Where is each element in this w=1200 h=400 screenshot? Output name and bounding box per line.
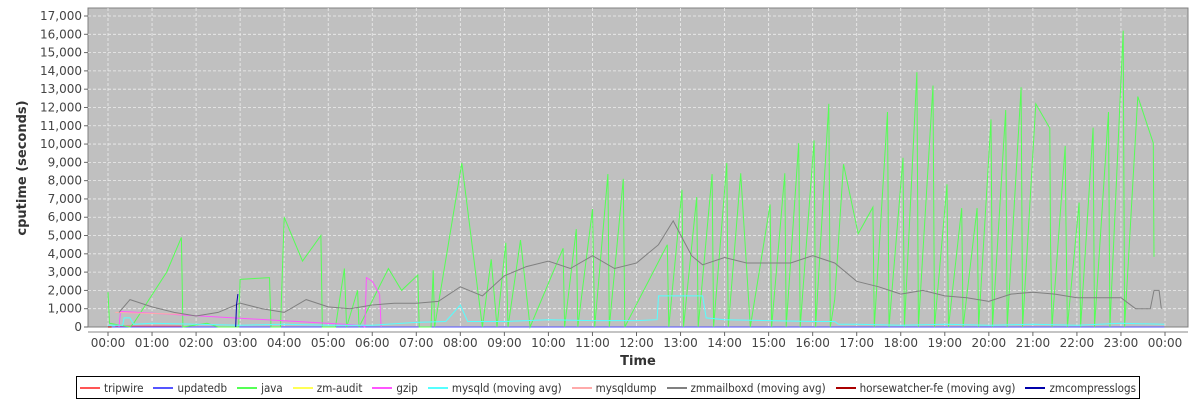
x-tick-label: 22:00 <box>1060 336 1095 350</box>
x-tick-label: 08:00 <box>443 336 478 350</box>
legend-item: horsewatcher-fe (moving avg) <box>835 380 1016 395</box>
legend-item: mysqld (moving avg) <box>427 380 562 395</box>
legend-item: gzip <box>372 380 418 395</box>
series-java <box>107 30 1155 329</box>
x-tick-label: 04:00 <box>267 336 302 350</box>
y-tick-label: 9,000 <box>48 155 82 169</box>
legend-label: mysqldump <box>595 380 657 395</box>
legend-swatch <box>80 386 101 389</box>
legend-item: mysqldump <box>571 380 657 395</box>
y-tick-label: 0 <box>74 320 82 334</box>
legend-item: zmmailboxd (moving avg) <box>666 380 826 395</box>
legend-label: updatedb <box>177 380 228 395</box>
x-axis-label: Time <box>620 354 656 369</box>
y-tick-label: 6,000 <box>48 210 82 224</box>
x-tick-label: 16:00 <box>795 336 830 350</box>
legend-label: zm-audit <box>316 380 363 395</box>
x-tick-label: 06:00 <box>355 336 390 350</box>
series-zmcompresslogs <box>235 294 239 328</box>
legend-swatch <box>292 386 313 389</box>
y-tick-label: 14,000 <box>40 64 82 78</box>
x-tick-label: 02:00 <box>179 336 214 350</box>
legend-item: tripwire <box>80 381 143 395</box>
legend-item: java <box>237 381 283 395</box>
legend-label: zmmailboxd (moving avg) <box>690 380 826 395</box>
x-tick-label: 10:00 <box>531 336 566 350</box>
legend-swatch <box>372 386 393 389</box>
x-tick-label: 05:00 <box>311 336 346 350</box>
legend-label: zmcompresslogs <box>1049 380 1136 395</box>
y-tick-label: 7,000 <box>48 192 82 206</box>
y-tick-label: 12,000 <box>40 100 82 114</box>
x-tick-label: 11:00 <box>575 336 610 350</box>
legend-label: gzip <box>396 380 418 395</box>
x-axis: 00:00 01:00 02:00 03:00 04:00 05:00 06:00 07:00… <box>88 331 1188 350</box>
legend-swatch <box>666 386 687 389</box>
y-tick-label: 8,000 <box>48 174 82 188</box>
series-mysqld-moving-avg <box>108 295 1165 326</box>
x-tick-label: 07:00 <box>399 336 434 350</box>
grid <box>88 8 1188 327</box>
x-tick-label: 01:00 <box>135 336 170 350</box>
x-tick-label: 23:00 <box>1104 336 1139 350</box>
legend-label: mysqld (moving avg) <box>451 380 562 395</box>
legend-item: zmcompresslogs <box>1025 381 1136 395</box>
y-tick-label: 16,000 <box>40 27 82 41</box>
x-tick-label: 09:00 <box>487 336 522 350</box>
y-axis-label: cputime (seconds) <box>15 100 30 235</box>
legend: tripwire updatedb java zm-audit gzip mysqld (… <box>76 376 1140 399</box>
series-zmmailboxd-moving-avg <box>118 219 1162 317</box>
x-tick-label: 17:00 <box>839 336 874 350</box>
legend-label: java <box>261 380 283 395</box>
y-tick-label: 4,000 <box>48 247 82 261</box>
x-tick-label: 12:00 <box>619 336 654 350</box>
x-tick-label: 14:00 <box>707 336 742 350</box>
legend-item: zm-audit <box>292 380 363 395</box>
legend-item: updatedb <box>153 381 227 395</box>
y-tick-label: 13,000 <box>40 82 82 96</box>
y-tick-label: 5,000 <box>48 229 82 243</box>
legend-label: horsewatcher-fe (moving avg) <box>859 380 1016 395</box>
x-tick-label: 00:00 <box>91 336 126 350</box>
x-tick-label: 03:00 <box>223 336 258 350</box>
y-tick-label: 2,000 <box>48 283 82 297</box>
y-tick-label: 10,000 <box>40 137 82 151</box>
x-tick-label: 19:00 <box>927 336 962 350</box>
y-tick-label: 11,000 <box>40 119 82 133</box>
y-tick-label: 17,000 <box>40 9 82 23</box>
legend-swatch <box>427 386 448 389</box>
x-tick-label: 20:00 <box>972 336 1007 350</box>
legend-swatch <box>153 386 174 389</box>
plot-area <box>87 7 1189 328</box>
legend-label: tripwire <box>104 380 144 395</box>
y-axis: 0 1,000 2,000 3,000 4,000 5,000 6,000 7,000 8,00… <box>40 9 88 334</box>
legend-swatch <box>571 386 592 389</box>
legend-swatch <box>835 386 856 389</box>
series-lines <box>107 30 1165 329</box>
legend-swatch <box>1025 386 1046 389</box>
y-tick-label: 1,000 <box>48 302 82 316</box>
y-tick-label: 15,000 <box>40 46 82 60</box>
series-mysqldump <box>115 311 182 315</box>
y-tick-label: 3,000 <box>48 265 82 279</box>
legend-swatch <box>237 386 258 389</box>
x-tick-label: 00:00 <box>1148 336 1183 350</box>
x-tick-label: 13:00 <box>663 336 698 350</box>
x-tick-label: 21:00 <box>1016 336 1051 350</box>
x-tick-label: 18:00 <box>883 336 918 350</box>
chart: 0 1,000 2,000 3,000 4,000 5,000 6,000 7,000 8,00… <box>15 7 1189 369</box>
x-tick-label: 15:00 <box>751 336 786 350</box>
